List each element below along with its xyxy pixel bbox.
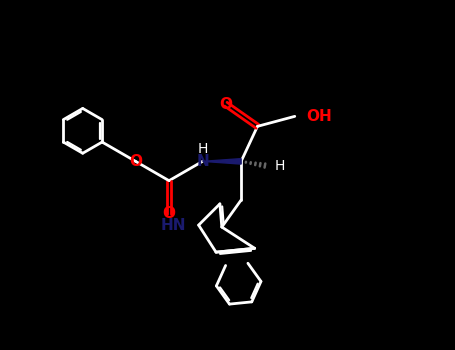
Text: O: O [129,154,142,169]
Text: O: O [219,97,233,112]
Text: OH: OH [306,109,332,124]
Text: HN: HN [161,218,186,233]
Text: O: O [162,206,176,221]
Polygon shape [202,159,241,164]
Text: H: H [197,142,207,156]
Text: H: H [274,159,285,173]
Text: N: N [196,154,209,169]
